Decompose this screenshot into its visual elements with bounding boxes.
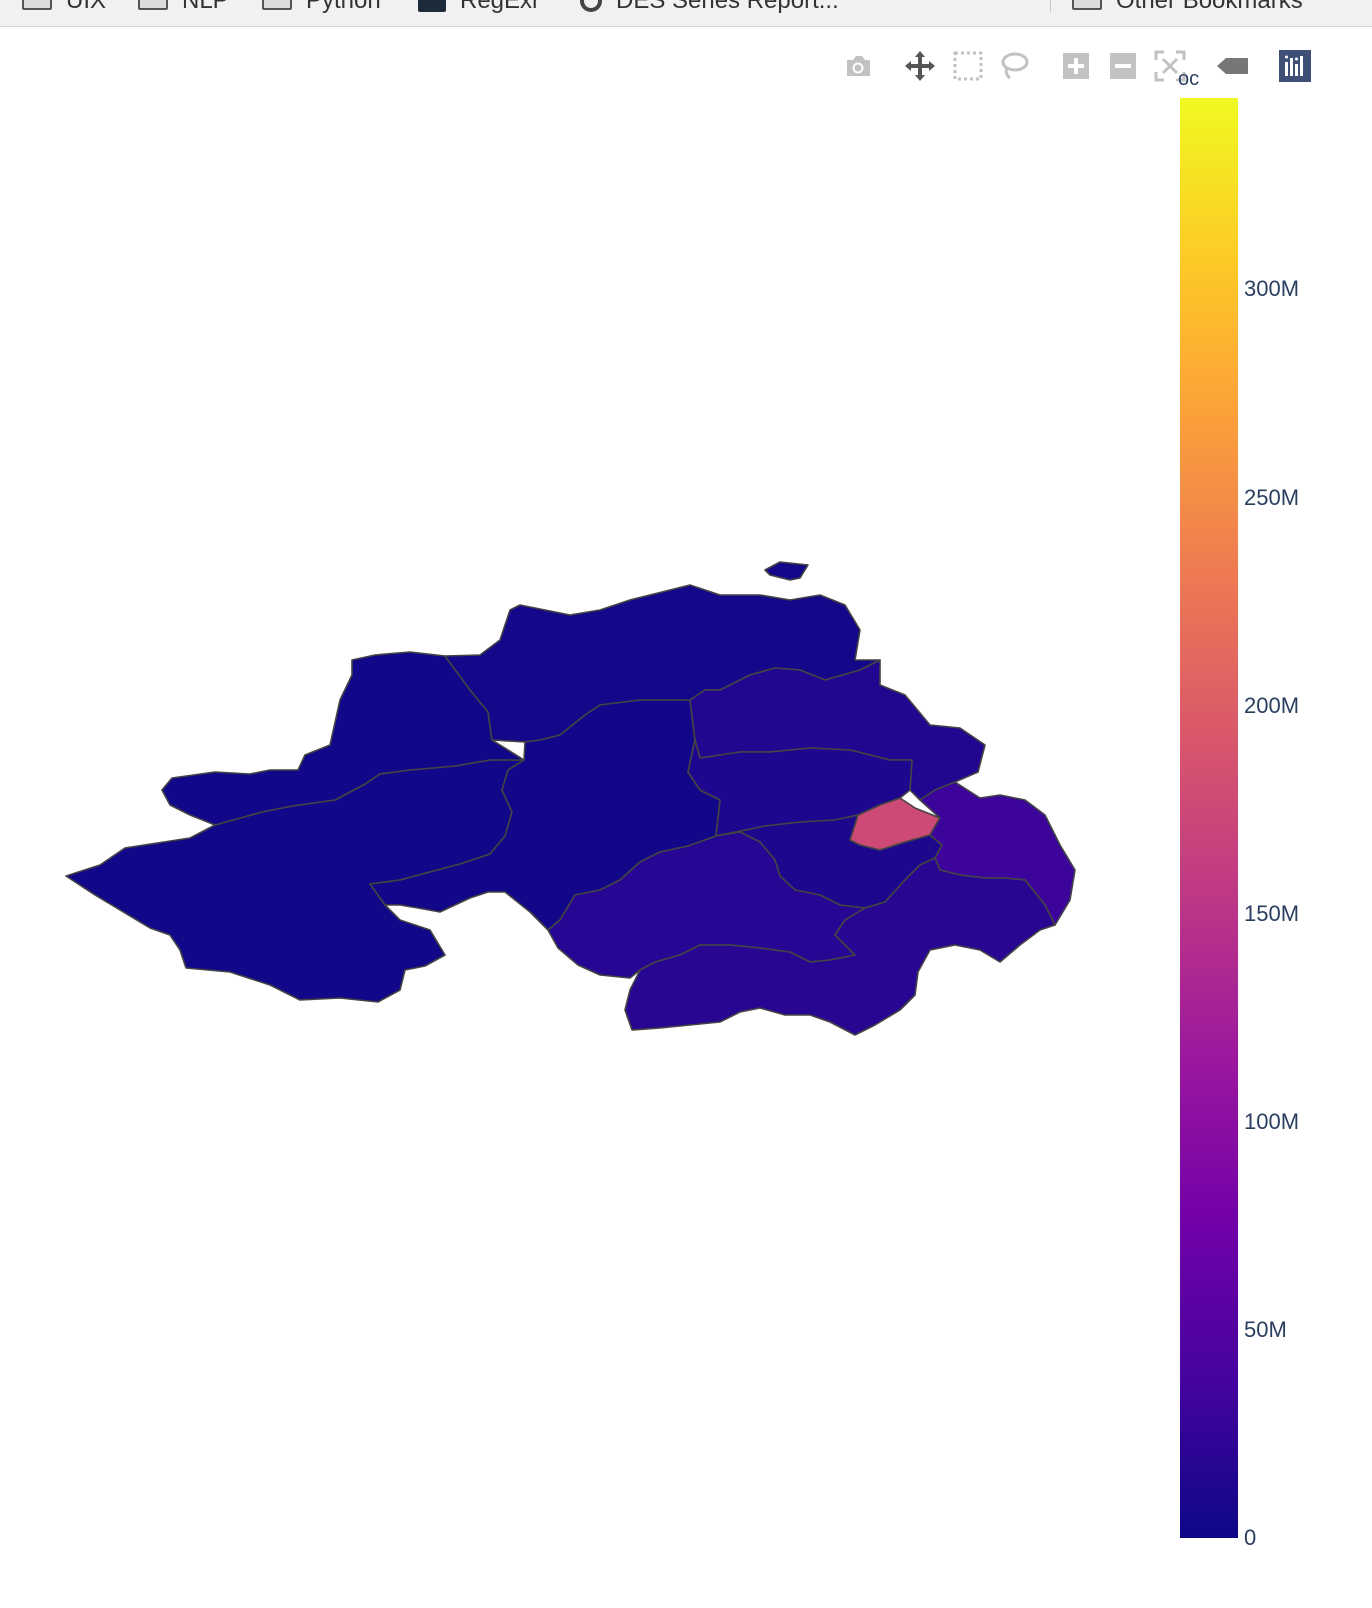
bookmark-nlp[interactable]: NLP (138, 0, 229, 14)
colorbar-title: oc (1178, 68, 1200, 90)
bookmark-uix[interactable]: UIX (22, 0, 106, 14)
colorbar-tick-label: 200M (1244, 692, 1300, 718)
colorbar-tick-label: 150M (1244, 900, 1300, 926)
camera-icon[interactable] (840, 48, 876, 84)
lasso-select-icon[interactable] (996, 48, 1032, 84)
bookmark-label: UIX (66, 0, 107, 14)
modebar (0, 48, 1372, 86)
colorbar-tick-label: 50M (1244, 1316, 1287, 1342)
bookmark-python[interactable]: Python (262, 0, 381, 14)
colorbar (1180, 98, 1238, 1538)
hover-label-icon[interactable] (1214, 48, 1250, 84)
colorbar-tick-label: 250M (1244, 484, 1300, 510)
bookmark-label: DES Series Report... (616, 0, 839, 14)
zoom-out-icon[interactable] (1105, 48, 1141, 84)
region-rathlin-island[interactable] (764, 561, 809, 581)
folder-icon (22, 0, 52, 10)
bookmark-label: NLP (182, 0, 229, 14)
bookmark-des-series[interactable]: DES Series Report... (580, 0, 839, 14)
colorbar-tick-label: 300M (1244, 276, 1300, 302)
bookmark-label: Python (306, 0, 381, 14)
colorbar-tick-label: 100M (1244, 1108, 1300, 1134)
pan-icon[interactable] (902, 48, 938, 84)
region-newry-mourne-down[interactable] (624, 857, 1056, 1036)
folder-icon (138, 0, 168, 10)
ring-icon (580, 0, 602, 12)
bookmarks-separator (1050, 0, 1051, 12)
bookmark-label: RegExr (460, 0, 541, 14)
bookmark-regexr[interactable]: RegExr (418, 0, 540, 14)
folder-icon (262, 0, 292, 10)
regions-layer (65, 561, 1076, 1036)
bookmarks-bar: UIX NLP Python RegExr DES Series Report.… (0, 0, 1372, 27)
regexr-icon (418, 0, 446, 12)
plotly-logo-icon[interactable] (1277, 48, 1313, 84)
zoom-in-icon[interactable] (1058, 48, 1094, 84)
folder-icon (1072, 0, 1102, 10)
bookmark-label: Other Bookmarks (1116, 0, 1303, 14)
colorbar-tick-label: 0 (1244, 1525, 1257, 1550)
bookmark-other[interactable]: Other Bookmarks (1072, 0, 1303, 14)
box-select-icon[interactable] (950, 48, 986, 84)
autoscale-icon[interactable] (1152, 48, 1188, 84)
